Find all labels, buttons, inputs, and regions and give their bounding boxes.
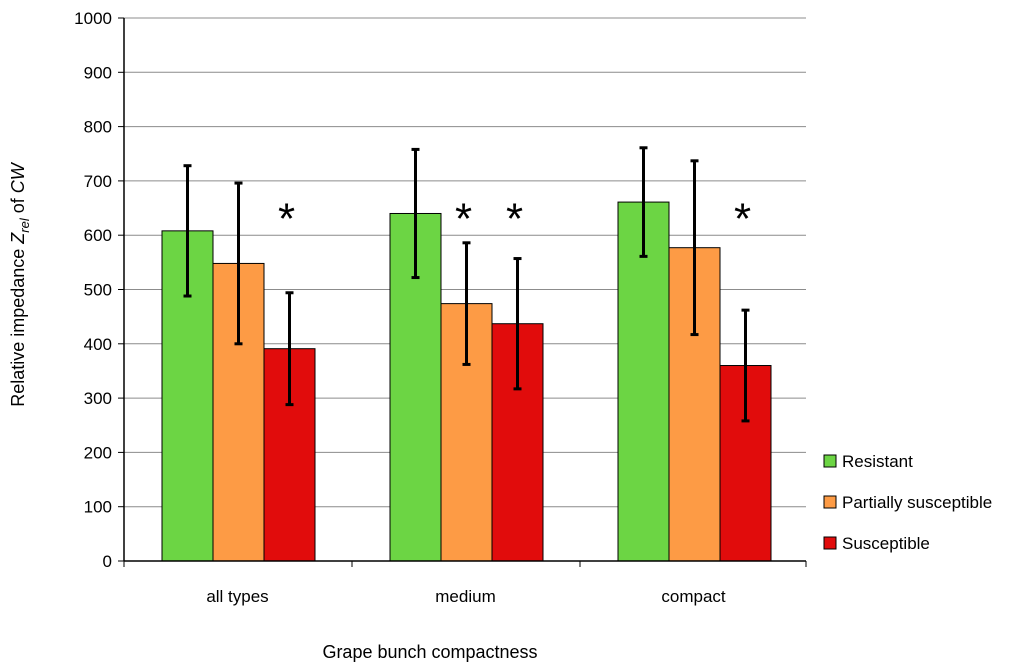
x-tick-label-all-types: all types (206, 587, 268, 606)
legend-swatch-resistant (823, 454, 837, 468)
significance-marker-2-2: * (734, 194, 751, 243)
y-tick-label-900: 900 (84, 63, 112, 82)
x-tick-label-medium: medium (435, 587, 495, 606)
legend: Resistant Partially susceptible Susceptibl… (823, 452, 992, 553)
legend-label-partially-susceptible: Partially susceptible (842, 493, 992, 512)
legend-label-resistant: Resistant (842, 452, 913, 471)
y-tick-label-500: 500 (84, 281, 112, 300)
bar-resistant-compact (617, 201, 670, 562)
y-tick-label-400: 400 (84, 335, 112, 354)
y-axis-title: Relative impedance Zrel of CW (8, 161, 32, 407)
y-tick-label-800: 800 (84, 118, 112, 137)
y-tick-labels: 0 100 200 300 400 500 600 700 800 900 1000 (74, 9, 112, 571)
x-axis-title: Grape bunch compactness (322, 642, 537, 662)
significance-markers: * * * * (278, 194, 751, 243)
legend-swatch-susceptible (823, 536, 837, 550)
y-tick-label-1000: 1000 (74, 9, 112, 28)
significance-marker-2-1: * (506, 194, 523, 243)
significance-marker-2-0: * (278, 194, 295, 243)
y-tick-label-300: 300 (84, 389, 112, 408)
y-tick-label-200: 200 (84, 443, 112, 462)
x-tick-label-compact: compact (661, 587, 726, 606)
error-bars (183, 146, 750, 423)
axes (118, 17, 807, 567)
significance-marker-1-1: * (455, 194, 472, 243)
legend-label-susceptible: Susceptible (842, 534, 930, 553)
y-tick-label-700: 700 (84, 172, 112, 191)
legend-swatch-partially-susceptible (823, 495, 837, 509)
y-tick-label-100: 100 (84, 498, 112, 517)
x-tick-labels: all types medium compact (206, 587, 726, 606)
y-tick-label-0: 0 (103, 552, 112, 571)
y-tick-label-600: 600 (84, 226, 112, 245)
